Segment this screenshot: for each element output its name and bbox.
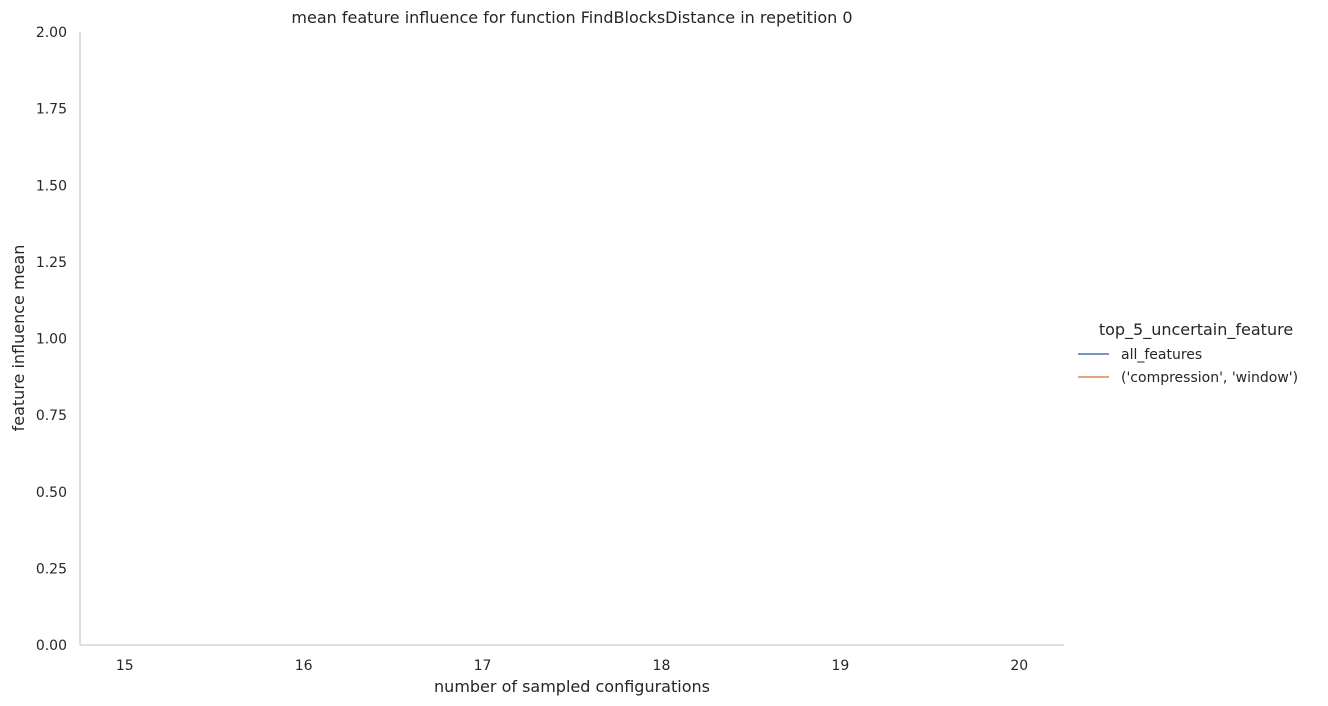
y-tick-label: 1.75 <box>36 102 67 118</box>
plot-area <box>79 32 1064 646</box>
chart-title: mean feature influence for function Find… <box>291 8 852 27</box>
y-tick-label: 1.25 <box>36 255 67 271</box>
x-tick-label: 16 <box>295 658 313 674</box>
legend: top_5_uncertain_feature all_features ('co… <box>1078 320 1298 386</box>
legend-label: all_features <box>1121 347 1202 363</box>
x-tick-label: 20 <box>1010 658 1028 674</box>
x-tick-label: 19 <box>831 658 849 674</box>
y-tick-label: 0.25 <box>36 561 67 577</box>
x-tick-label: 15 <box>116 658 134 674</box>
y-tick-labels: 0.00 0.25 0.50 0.75 1.00 1.25 1.50 1.75 2.00 <box>36 25 67 654</box>
y-tick-label: 1.00 <box>36 332 67 348</box>
y-tick-label: 0.00 <box>36 638 67 654</box>
x-tick-label: 17 <box>474 658 492 674</box>
x-tick-labels: 15 16 17 18 19 20 <box>116 658 1028 674</box>
x-axis-label: number of sampled configurations <box>434 677 710 696</box>
legend-title: top_5_uncertain_feature <box>1099 320 1293 340</box>
x-tick-label: 18 <box>653 658 671 674</box>
y-axis-label: feature influence mean <box>9 245 28 432</box>
legend-label: ('compression', 'window') <box>1121 370 1298 386</box>
y-tick-label: 2.00 <box>36 25 67 41</box>
y-tick-label: 0.75 <box>36 408 67 424</box>
y-tick-label: 0.50 <box>36 485 67 501</box>
y-tick-label: 1.50 <box>36 178 67 194</box>
